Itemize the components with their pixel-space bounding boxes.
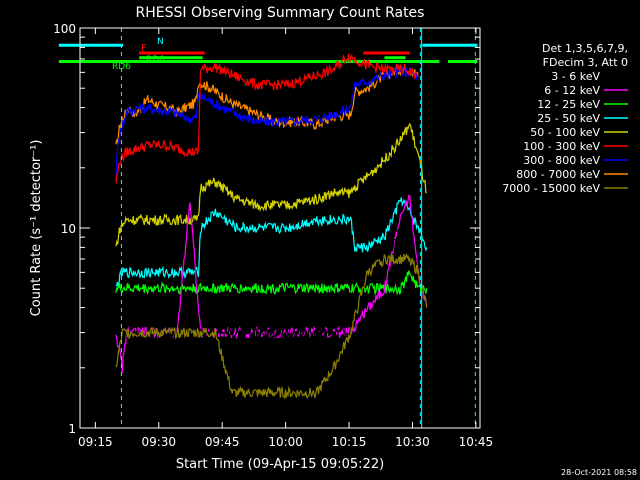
legend-label-0: 3 - 6 keV: [551, 70, 600, 83]
legend-label-4: 50 - 100 keV: [530, 126, 600, 139]
y-axis-ticks: 1 10 100: [53, 22, 480, 436]
series-line-ch50_100: [115, 122, 427, 247]
series-line-ch7000_15000: [115, 252, 428, 400]
legend-label-1: 6 - 12 keV: [544, 84, 600, 97]
flag-label-rd6: RD6: [112, 62, 131, 72]
chart-title: RHESSI Observing Summary Count Rates: [136, 5, 425, 21]
legend-label-8: 7000 - 15000 keV: [502, 182, 600, 195]
flag-label-flare: F: [141, 43, 147, 54]
legend: Det 1,3,5,6,7,9, FDecim 3, Att 0 3 - 6 k…: [502, 42, 628, 195]
legend-label-7: 800 - 7000 keV: [516, 168, 600, 181]
x-tick-label-4: 10:15: [332, 435, 367, 449]
x-tick-label-1: 09:30: [141, 435, 176, 449]
legend-header-2: FDecim 3, Att 0: [543, 56, 628, 69]
legend-label-3: 25 - 50 keV: [537, 112, 600, 125]
flag-label-rd0: RD0: [146, 55, 165, 65]
x-tick-label-5: 10:30: [395, 435, 430, 449]
x-tick-label-6: 10:45: [459, 435, 494, 449]
x-tick-label-2: 09:45: [205, 435, 240, 449]
flag-bars: [58, 43, 478, 63]
y-axis-label: Count Rate (s⁻¹ detector⁻¹): [29, 140, 44, 317]
x-axis-ticks: 09:15 09:30 09:45 10:00 10:15 10:30 10:45: [78, 28, 493, 449]
y-tick-label-2: 100: [53, 22, 76, 36]
x-axis-label: Start Time (09-Apr-15 09:05:22): [176, 457, 384, 472]
series-line-ch300_800: [115, 65, 419, 181]
legend-label-2: 12 - 25 keV: [537, 98, 600, 111]
legend-label-5: 100 - 300 keV: [523, 140, 600, 153]
series-line-ch25_50: [115, 197, 428, 288]
x-tick-label-0: 09:15: [78, 435, 113, 449]
y-tick-label-1: 10: [61, 222, 76, 236]
series-group: [115, 53, 428, 400]
legend-header-1: Det 1,3,5,6,7,9,: [542, 42, 628, 55]
series-line-ch100_300: [115, 53, 419, 184]
y-tick-label-0: 1: [68, 422, 76, 436]
x-tick-label-3: 10:00: [268, 435, 303, 449]
series-line-ch12_25: [115, 270, 428, 296]
legend-label-6: 300 - 800 keV: [523, 154, 600, 167]
flag-label-night: N: [157, 37, 164, 47]
footer-timestamp: 28-Oct-2021 08:58: [561, 468, 637, 477]
